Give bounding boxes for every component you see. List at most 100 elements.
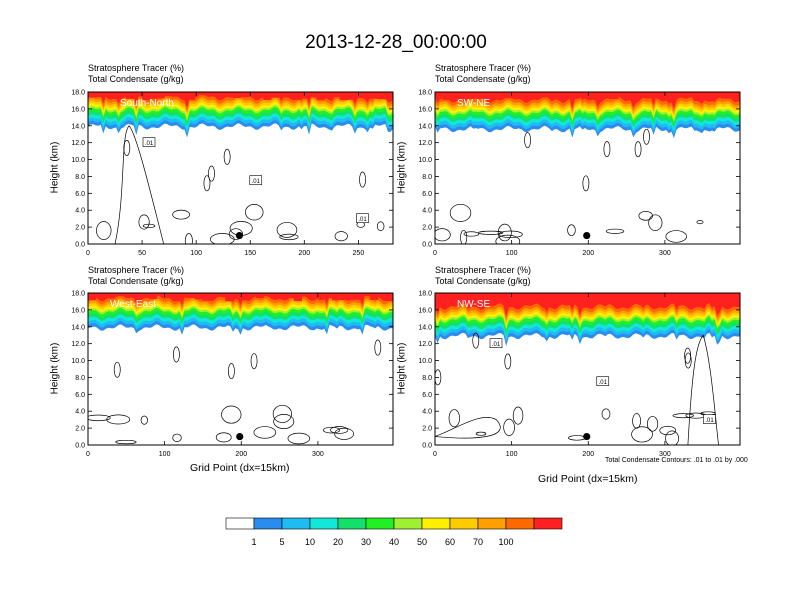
- tracer-cell: [225, 92, 234, 95]
- tracer-cell: [88, 293, 97, 301]
- condensate-contour: [659, 425, 677, 436]
- condensate-contour: [208, 165, 215, 182]
- tracer-cell: [633, 293, 642, 300]
- tracer-cell: [457, 92, 466, 97]
- panel2-condensate-contours: [435, 128, 704, 244]
- colorbar-swatch: [337, 517, 367, 530]
- tracer-cell: [625, 293, 634, 297]
- colorbar-label: 50: [417, 537, 427, 547]
- contour-label-box: [249, 175, 263, 185]
- tracer-cell: [488, 293, 497, 296]
- x-tick-label: 250: [353, 250, 365, 257]
- condensate-contour: [359, 171, 366, 188]
- y-tick-label: 6.0: [75, 392, 85, 399]
- panel4-ylabel: Height (km): [396, 342, 408, 395]
- panel1-title-line2: Total Condensate (g/kg): [88, 74, 184, 84]
- tracer-cell: [602, 92, 611, 98]
- tracer-cell: [526, 293, 535, 296]
- tracer-cell: [640, 92, 649, 95]
- tracer-cell: [496, 293, 505, 302]
- tracer-cell: [194, 293, 203, 300]
- colorbar-swatch: [253, 517, 283, 530]
- condensate-contour: [123, 140, 131, 156]
- condensate-contour: [696, 220, 704, 225]
- tracer-cell: [450, 293, 459, 299]
- y-tick-label: 0.0: [422, 443, 432, 450]
- contour-label-box: [356, 213, 369, 223]
- y-tick-label: 0.0: [75, 242, 85, 249]
- x-tick-label: 300: [659, 451, 671, 458]
- tracer-cell: [232, 92, 241, 99]
- tracer-cell: [263, 92, 272, 100]
- condensate-contour: [448, 409, 460, 428]
- tracer-cell: [110, 92, 119, 100]
- y-tick-label: 0.0: [75, 443, 85, 450]
- condensate-contour: [495, 234, 521, 244]
- colorbar-label: 1: [251, 537, 256, 547]
- tracer-cell: [679, 293, 688, 299]
- tracer-cell: [271, 293, 280, 299]
- colorbar: 1 5 10 20 30 40 50 60 70 100: [225, 517, 563, 547]
- x-tick-label: 100: [190, 250, 202, 257]
- y-tick-label: 12.0: [418, 341, 432, 348]
- tracer-cell: [656, 92, 665, 99]
- condensate-contour: [435, 228, 451, 242]
- panel2-frame: [434, 91, 741, 245]
- tracer-cell: [271, 92, 280, 98]
- tracer-cell: [534, 293, 543, 297]
- tracer-cell: [511, 92, 520, 98]
- x-tick-label: 300: [312, 451, 324, 458]
- panel3-section-label: West-East: [110, 299, 156, 310]
- condensate-contour: [203, 175, 211, 192]
- colorbar-swatch: [309, 517, 339, 530]
- tracer-cell: [141, 293, 150, 298]
- condensate-contour: [287, 432, 311, 445]
- panel3-location-marker: [236, 432, 244, 441]
- contour-label: .01: [145, 141, 154, 147]
- panel4-section-label: NW-SE: [457, 299, 490, 310]
- y-tick-label: 2.0: [75, 426, 85, 433]
- tracer-cell: [618, 293, 627, 302]
- tracer-cell: [179, 92, 188, 95]
- tracer-cell: [179, 293, 188, 298]
- tracer-cell: [293, 293, 302, 301]
- condensate-contour: [665, 230, 687, 243]
- x-tick-label: 200: [582, 250, 594, 257]
- contour-label-box: [142, 137, 156, 147]
- panel1-plot: .01 .01 .01 0.0 2.0 4.0 6.0 8.0 10.0 12.0 14.0 16.0…: [71, 90, 394, 257]
- condensate-contour: [684, 347, 692, 364]
- tracer-cell: [210, 293, 219, 297]
- condensate-contour: [582, 175, 590, 192]
- x-tick-label: 300: [659, 250, 671, 257]
- condensate-contour: [601, 408, 611, 420]
- x-tick-label: 100: [506, 250, 518, 257]
- tracer-cell: [354, 92, 363, 97]
- panel2-location-marker: [583, 231, 591, 240]
- panel3-title-line2: Total Condensate (g/kg): [88, 276, 184, 286]
- tracer-cell: [496, 92, 505, 97]
- tracer-cell: [549, 92, 558, 98]
- tracer-cell: [503, 293, 512, 297]
- panel1-location-marker: [235, 231, 244, 240]
- tracer-cell: [126, 293, 135, 297]
- y-tick-label: 16.0: [418, 106, 432, 113]
- tracer-cell: [347, 293, 356, 301]
- contour-label-box: [703, 414, 716, 424]
- tracer-cell: [465, 293, 474, 299]
- panel4-title-line2: Total Condensate (g/kg): [435, 276, 531, 286]
- tracer-cell: [133, 293, 142, 298]
- y-tick-label: 0.0: [422, 242, 432, 249]
- tracer-cell: [587, 293, 596, 298]
- condensate-contour: [322, 426, 341, 434]
- y-tick-label: 16.0: [71, 106, 85, 113]
- condensate-contour: [334, 427, 354, 440]
- panel4-frame: [434, 292, 741, 446]
- tracer-cell: [217, 293, 226, 297]
- tracer-cell: [95, 293, 104, 298]
- tracer-cell: [194, 92, 203, 96]
- tracer-cell: [549, 293, 558, 300]
- y-tick-label: 18.0: [418, 291, 432, 298]
- contour-label: .01: [358, 217, 367, 223]
- x-tick-label: 200: [298, 250, 310, 257]
